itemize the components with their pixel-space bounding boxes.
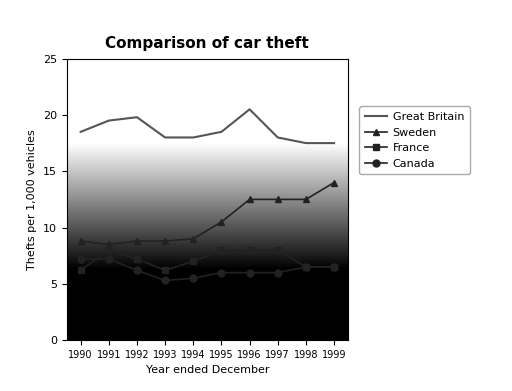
Line: France: France <box>77 247 337 274</box>
France <box>218 248 224 253</box>
France <box>246 248 252 253</box>
Line: Canada: Canada <box>77 256 337 284</box>
Sweden <box>190 237 196 241</box>
Sweden <box>105 242 112 247</box>
Canada <box>274 270 281 275</box>
Great Britain <box>303 141 309 145</box>
Canada <box>303 265 309 269</box>
France <box>77 268 83 273</box>
Great Britain <box>331 141 337 145</box>
Legend: Great Britain, Sweden, France, Canada: Great Britain, Sweden, France, Canada <box>359 106 470 174</box>
X-axis label: Year ended December: Year ended December <box>145 366 269 375</box>
Great Britain <box>218 129 224 134</box>
Sweden <box>134 239 140 244</box>
Canada <box>134 268 140 273</box>
Great Britain <box>274 135 281 140</box>
Canada <box>77 257 83 262</box>
France <box>274 248 281 253</box>
France <box>190 259 196 264</box>
Great Britain <box>162 135 168 140</box>
Canada <box>162 278 168 283</box>
France <box>303 265 309 269</box>
Canada <box>246 270 252 275</box>
Canada <box>218 270 224 275</box>
Line: Great Britain: Great Britain <box>80 109 334 143</box>
Sweden <box>274 197 281 202</box>
France <box>134 257 140 262</box>
Title: Comparison of car theft: Comparison of car theft <box>105 36 309 50</box>
Sweden <box>162 239 168 244</box>
France <box>105 248 112 253</box>
Sweden <box>331 180 337 185</box>
Great Britain <box>190 135 196 140</box>
Sweden <box>218 220 224 224</box>
Canada <box>105 257 112 262</box>
France <box>331 265 337 269</box>
Line: Sweden: Sweden <box>77 179 337 248</box>
Canada <box>331 265 337 269</box>
Sweden <box>303 197 309 202</box>
Great Britain <box>134 115 140 120</box>
Great Britain <box>77 129 83 134</box>
Great Britain <box>246 107 252 112</box>
Sweden <box>246 197 252 202</box>
Y-axis label: Thefts per 1,000 vehicles: Thefts per 1,000 vehicles <box>27 129 37 270</box>
Canada <box>190 276 196 281</box>
Sweden <box>77 239 83 244</box>
Great Britain <box>105 118 112 123</box>
France <box>162 268 168 273</box>
